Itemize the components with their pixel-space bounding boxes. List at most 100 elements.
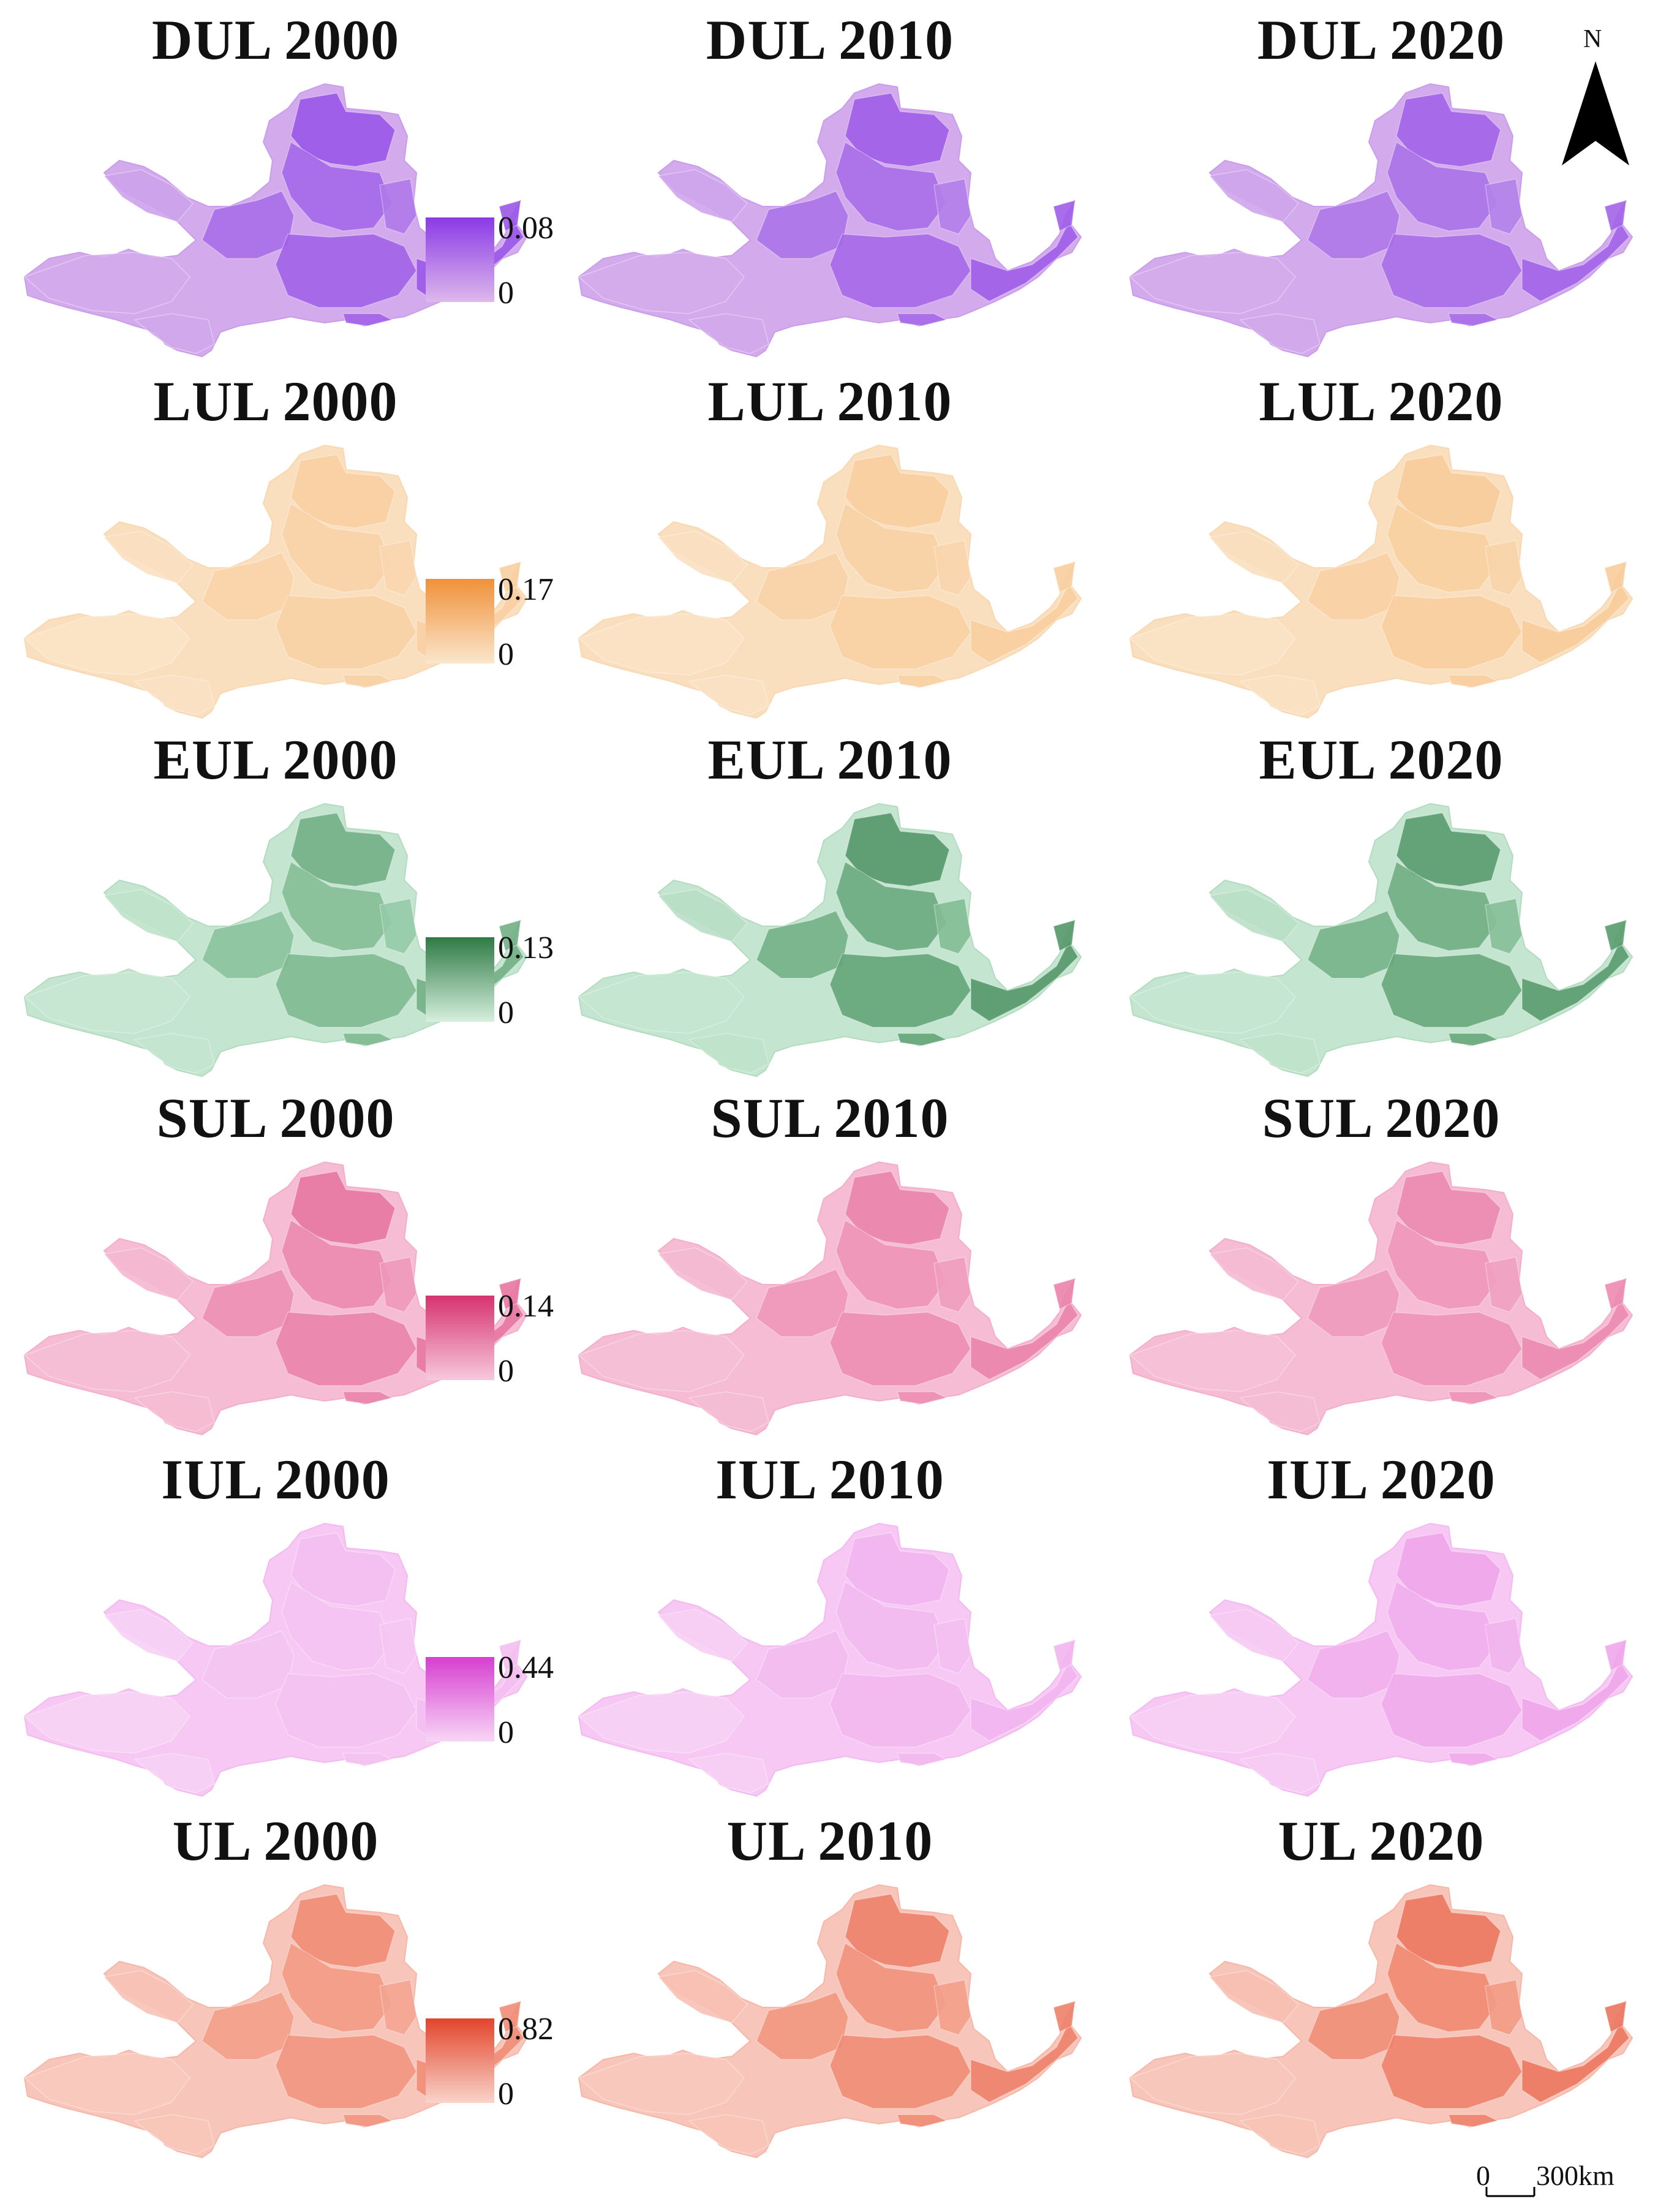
panel-title: EUL 2020 [1259,728,1504,791]
scale-bar-zero: 0 [1476,2160,1490,2191]
basin-map [1129,83,1634,358]
county-region-1 [1387,141,1498,232]
county-region-6 [1129,1330,1296,1392]
county-region-0 [1396,1893,1501,1968]
county-region-6 [578,1691,745,1754]
county-region-3 [1381,953,1523,1028]
county-region-1 [835,141,947,232]
legend-min-label: 0 [498,1354,514,1389]
county-region-10 [499,919,521,952]
county-region-9 [342,1753,394,1766]
county-region-7 [657,1609,748,1662]
county-region-7 [1208,1247,1300,1300]
county-region-7 [103,889,194,942]
county-region-6 [23,252,190,314]
county-region-10 [499,2000,521,2033]
county-region-4 [1485,1618,1523,1674]
map-panel-lul-2000: LUL 2000 0.17 0 [0,368,554,729]
county-region-10 [499,561,521,594]
county-region-1 [835,1219,947,1310]
county-region-8 [688,1033,769,1074]
legend-gradient-bar [426,1657,494,1742]
basin-map [1129,802,1634,1078]
county-region-6 [578,613,745,676]
legend: 0.14 0 [426,1289,554,1389]
county-region-3 [275,953,417,1028]
county-region-1 [835,861,947,951]
county-region-4 [1485,178,1523,235]
legend-gradient-bar [426,579,494,663]
county-region-7 [1208,1609,1300,1662]
county-region-7 [103,1247,194,1300]
county-region-7 [657,1970,748,2023]
north-arrow-icon [1562,61,1629,165]
county-region-7 [657,1247,748,1300]
county-region-5 [1521,1299,1630,1380]
county-region-4 [1485,540,1523,596]
county-region-9 [1447,2114,1499,2127]
county-region-10 [499,1639,521,1672]
county-region-0 [1396,1171,1501,1245]
basin-map [1129,1884,1634,2159]
county-region-8 [1239,674,1321,715]
county-region-4 [1485,1979,1523,2036]
county-region-7 [1208,889,1300,942]
county-region-3 [829,953,971,1028]
county-region-9 [342,1391,394,1405]
county-region-7 [657,889,748,942]
county-region-8 [688,1753,769,1794]
county-region-9 [342,1033,394,1046]
county-region-6 [578,972,745,1034]
legend-min-label: 0 [498,276,514,311]
county-region-8 [688,313,769,354]
county-region-4 [933,540,971,596]
county-region-9 [1447,674,1499,688]
county-region-10 [1604,919,1627,952]
county-region-3 [275,2034,417,2109]
map-panel-ul-2010: UL 2010 [554,1807,1106,2169]
map-panel-iul-2000: IUL 2000 0.44 0 [0,1446,554,1807]
county-region-0 [1396,1532,1501,1607]
county-region-8 [1239,1753,1321,1794]
county-region-4 [379,1979,417,2036]
county-region-0 [1396,454,1501,529]
legend-min-label: 0 [498,2077,514,2112]
county-region-7 [103,1609,194,1662]
county-region-1 [1387,1942,1498,2033]
county-region-5 [1521,940,1630,1022]
legend-max-label: 0.14 [498,1289,554,1324]
county-region-9 [1447,1391,1499,1405]
north-label: N [1583,25,1602,53]
county-region-0 [845,812,950,887]
panel-title: LUL 2010 [707,370,952,432]
basin-map [578,83,1082,358]
panel-title: SUL 2000 [156,1087,395,1149]
county-region-9 [896,674,948,688]
map-panel-iul-2020: IUL 2020 [1106,1446,1657,1807]
county-region-10 [1604,1277,1627,1310]
county-region-1 [1387,1219,1498,1310]
county-region-3 [829,1673,971,1748]
county-region-4 [933,1256,971,1313]
map-panel-eul-2000: EUL 2000 0.13 0 [0,726,554,1087]
county-region-6 [1129,252,1296,314]
county-region-4 [379,540,417,596]
county-region-10 [1604,2000,1627,2033]
county-region-5 [1521,582,1630,663]
legend-min-label: 0 [498,995,514,1030]
county-region-0 [290,1893,396,1968]
panel-title: LUL 2000 [153,370,398,432]
county-region-6 [23,1691,190,1754]
county-region-8 [134,1391,215,1432]
county-region-3 [1381,595,1523,670]
county-region-5 [970,221,1079,302]
county-region-6 [1129,1691,1296,1754]
legend-max-label: 0.08 [498,211,554,246]
map-panel-dul-2010: DUL 2010 [554,6,1106,368]
county-region-10 [1053,1277,1076,1310]
county-region-10 [499,199,521,232]
map-panel-sul-2020: SUL 2020 [1106,1084,1657,1446]
county-region-9 [896,1391,948,1405]
county-region-0 [845,1171,950,1245]
panel-title: IUL 2000 [161,1448,390,1511]
